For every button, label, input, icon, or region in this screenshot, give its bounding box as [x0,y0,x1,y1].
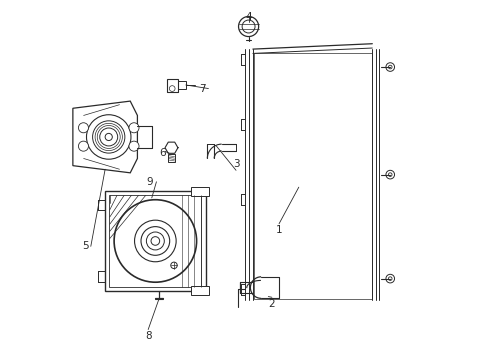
Text: 1: 1 [276,225,282,235]
Text: 9: 9 [147,177,153,187]
Bar [178,81,186,89]
Bar [191,187,209,196]
Circle shape [171,262,177,269]
Circle shape [78,123,89,133]
Bar [105,191,205,291]
Bar [167,78,178,92]
Circle shape [239,17,259,37]
Bar [168,154,175,162]
Bar [109,195,201,287]
Circle shape [105,134,112,140]
Circle shape [114,200,196,282]
Text: 6: 6 [159,148,166,158]
Polygon shape [73,101,137,173]
Text: 8: 8 [145,331,151,341]
Text: 5: 5 [82,241,89,251]
Circle shape [78,141,89,151]
Text: 3: 3 [233,159,239,169]
Circle shape [129,141,139,151]
Circle shape [141,226,170,255]
Text: 2: 2 [269,299,275,309]
Circle shape [129,123,139,133]
Text: 7: 7 [198,84,205,94]
Text: 4: 4 [245,12,252,22]
Bar [254,53,372,299]
Bar [191,286,209,295]
